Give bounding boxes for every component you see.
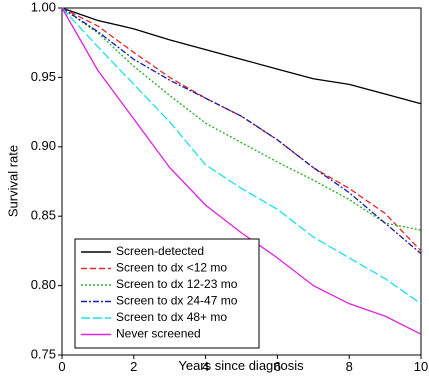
x-tick-label: 6 [274, 359, 281, 374]
y-axis-label: Survival rate [5, 145, 20, 217]
x-tick-label: 10 [414, 359, 428, 374]
x-tick-label: 0 [58, 359, 65, 374]
plot-frame [61, 7, 422, 356]
survival-line [61, 7, 422, 252]
legend-box [74, 238, 260, 349]
y-tick-label: 0.95 [31, 69, 56, 84]
y-tick-label: 0.80 [31, 277, 56, 292]
x-tick-label: 8 [346, 359, 353, 374]
y-tick-label: 0.90 [31, 138, 56, 153]
survival-line [61, 7, 422, 231]
x-tick-label: 4 [202, 359, 209, 374]
legend-label: Screen to dx <12 mo [116, 261, 227, 275]
survival-line [61, 7, 422, 335]
x-tick-label: 2 [130, 359, 137, 374]
legend-label: Screen to dx 12-23 mo [116, 277, 238, 291]
y-tick-label: 0.85 [31, 208, 56, 223]
x-axis-label: Years since diagnosis [178, 358, 304, 373]
legend-label: Screen-detected [116, 244, 204, 258]
survival-line [61, 7, 422, 305]
legend-label: Screen to dx 48+ mo [116, 310, 227, 324]
survival-line [61, 7, 422, 255]
legend-label: Never screened [116, 327, 201, 341]
y-tick-label: 0.75 [31, 346, 56, 361]
legend: Screen-detected Screen to dx <12 mo Screen… [74, 238, 260, 349]
survival-line [61, 7, 422, 105]
y-tick-label: 1.00 [31, 0, 56, 14]
legend-label: Screen to dx 24-47 mo [116, 294, 238, 308]
